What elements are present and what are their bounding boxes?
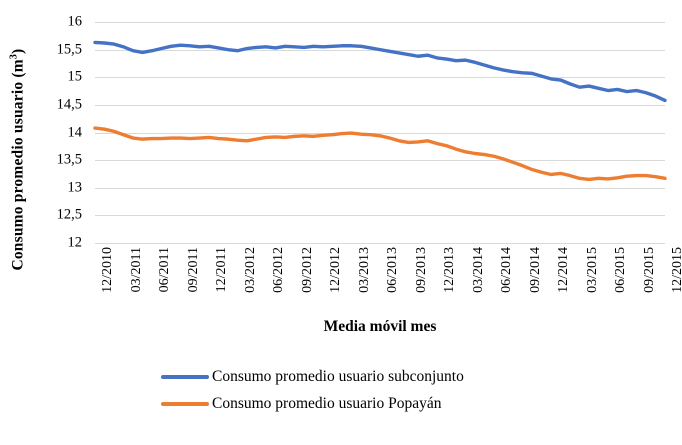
y-axis-tick-label: 12,5 — [56, 206, 82, 223]
x-axis-tick-label: 03/2014 — [470, 247, 486, 293]
gridline — [95, 243, 665, 244]
legend-item[interactable]: Consumo promedio usuario subconjunto — [161, 368, 521, 386]
x-axis-tick-label: 12/2012 — [328, 247, 343, 293]
x-axis-tick-labels: 12/2010 03/2011 06/2011 09/2011 12/2011 03/20… — [95, 243, 682, 313]
x-axis-tick-label: 12/2014 — [556, 247, 571, 293]
x-axis-tick-label: 12/2010 — [100, 247, 115, 293]
y-axis-tick-label: 16 — [67, 13, 83, 30]
legend-swatch-icon — [161, 402, 209, 406]
x-axis-tick-label: 12/2011 — [214, 247, 229, 293]
gridline — [95, 104, 665, 106]
y-axis-tick-label: 14,5 — [56, 96, 82, 113]
gridline — [95, 215, 665, 217]
y-axis-title-text: Consumo promedio usuario (m — [9, 59, 27, 271]
x-axis-title: Media móvil mes — [323, 318, 437, 335]
x-axis-tick-label: 09/2012 — [299, 247, 315, 293]
y-axis-title-superscript: 3 — [8, 54, 20, 60]
gridline — [95, 160, 665, 162]
x-axis-tick-label: 09/2011 — [185, 247, 201, 293]
y-axis-tick-label: 15 — [67, 68, 83, 85]
y-axis-title: Consumo promedio usuario (m3) — [0, 0, 36, 320]
plot-area — [93, 22, 667, 244]
x-axis-tick-label: 06/2014 — [499, 247, 514, 293]
y-axis-tick-label: 15,5 — [56, 41, 82, 58]
x-axis-tick-label: 06/2015 — [613, 247, 628, 293]
gridline — [95, 187, 665, 189]
x-axis-tick-label: 06/2011 — [157, 247, 172, 293]
x-axis-tick-label: 09/2015 — [641, 247, 657, 293]
series-line — [93, 40, 667, 103]
x-axis-tick-label: 12/2015 — [670, 247, 682, 293]
x-axis-tick-label: 03/2013 — [356, 247, 372, 293]
y-axis-tick-label: 14 — [67, 124, 83, 140]
y-axis-tick-label: 13 — [67, 179, 83, 196]
legend-item-label: Consumo promedio usuario subconjunto — [212, 368, 464, 385]
x-axis-tick-label: 03/2011 — [128, 247, 144, 293]
y-axis-tick-label: 13,5 — [56, 151, 82, 168]
chart-legend: Consumo promedio usuario subconjunto Con… — [0, 368, 682, 413]
legend-item[interactable]: Consumo promedio usuario Popayán — [161, 395, 521, 413]
gridline — [95, 77, 665, 79]
x-axis-tick-label: 03/2015 — [584, 247, 600, 293]
x-axis-tick-label: 06/2012 — [271, 247, 286, 293]
x-axis-tick-label: 06/2013 — [385, 247, 400, 293]
y-axis-tick-labels: 16 15,5 15 14,5 14 13,5 13 12,5 12 — [36, 12, 88, 253]
series-line — [93, 126, 667, 182]
y-axis-title-close: ) — [9, 49, 27, 55]
series-lines — [93, 40, 667, 182]
legend-swatch-icon — [161, 375, 209, 379]
x-axis-tick-label: 12/2013 — [442, 247, 457, 293]
legend-item-label: Consumo promedio usuario Popayán — [212, 395, 442, 412]
x-axis-tick-label: 09/2013 — [413, 247, 429, 293]
x-axis-tick-label: 09/2014 — [527, 247, 543, 293]
y-axis-tick-label: 12 — [67, 234, 83, 251]
x-axis-tick-label: 03/2012 — [242, 247, 258, 293]
gridline — [95, 132, 665, 134]
gridline — [95, 22, 665, 23]
